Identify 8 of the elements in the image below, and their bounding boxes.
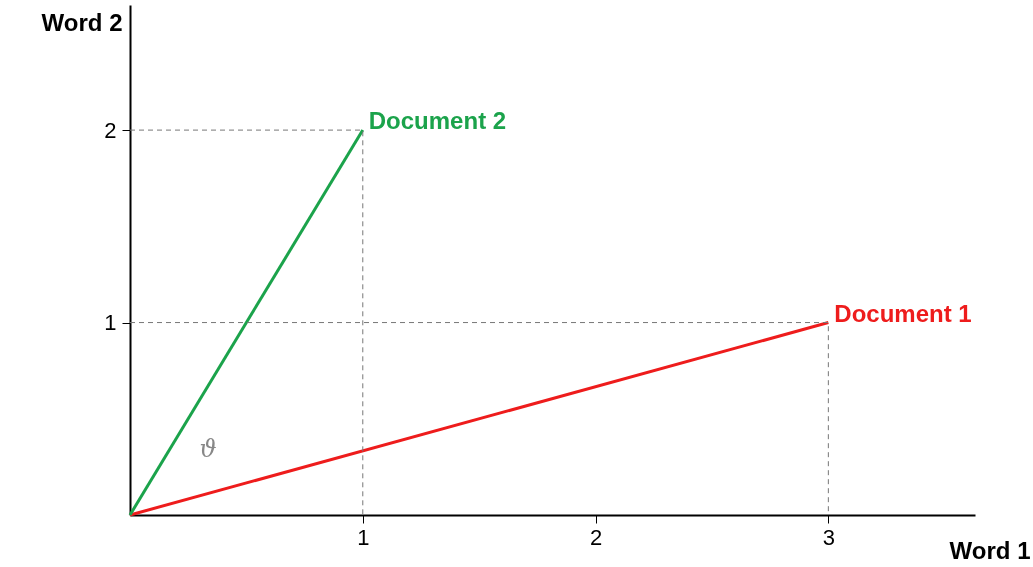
x-axis-title: Word 1 [949, 536, 1031, 564]
annotation: ϑ [199, 435, 217, 463]
series-label: Document 2 [368, 107, 507, 135]
series-label: Document 1 [834, 299, 972, 327]
x-tick-label: 1 [357, 524, 370, 550]
x-tick-label: 2 [589, 524, 603, 550]
x-tick-label: 3 [822, 524, 835, 550]
y-axis-title: Word 2 [41, 8, 123, 36]
